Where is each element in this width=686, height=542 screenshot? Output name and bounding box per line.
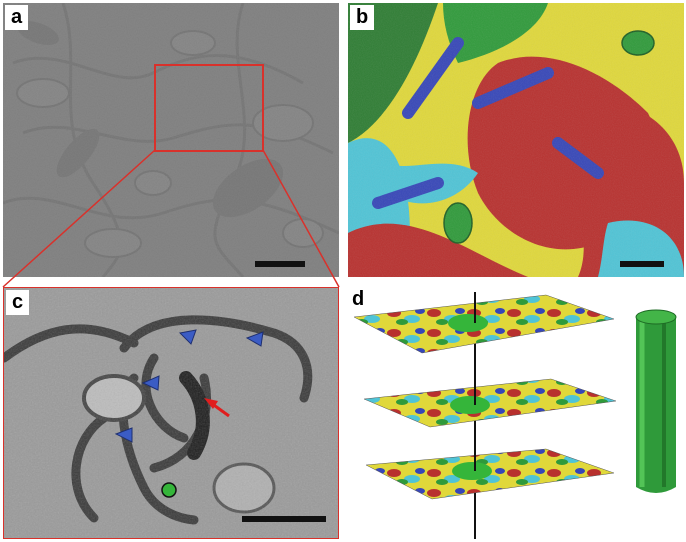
arrowhead-3	[141, 375, 160, 391]
panel-c-scale-bar	[242, 516, 326, 522]
zoom-box	[154, 64, 264, 152]
panel-a-label: a	[5, 5, 29, 30]
panel-a: a	[3, 3, 339, 277]
arrowhead-2	[245, 331, 264, 347]
panel-c-micrograph	[4, 288, 338, 538]
panel-b: b	[348, 3, 684, 277]
panel-b-label: b	[350, 5, 375, 30]
panel-d: d	[346, 287, 684, 541]
section-2	[363, 378, 617, 428]
arrowhead-4	[114, 427, 133, 443]
panel-c: c	[3, 287, 339, 539]
panel-a-micrograph	[3, 3, 339, 277]
panel-b-segmentation	[348, 3, 684, 277]
reconstruction-cylinder	[635, 309, 677, 493]
panel-d-label: d	[352, 288, 365, 310]
panel-d-stack	[353, 292, 677, 539]
red-arrow	[204, 398, 230, 418]
green-dot	[161, 482, 177, 498]
panel-b-scale-bar	[620, 261, 664, 267]
panel-c-label: c	[6, 290, 30, 315]
arrowhead-1	[178, 329, 197, 345]
panel-a-scale-bar	[255, 261, 305, 267]
